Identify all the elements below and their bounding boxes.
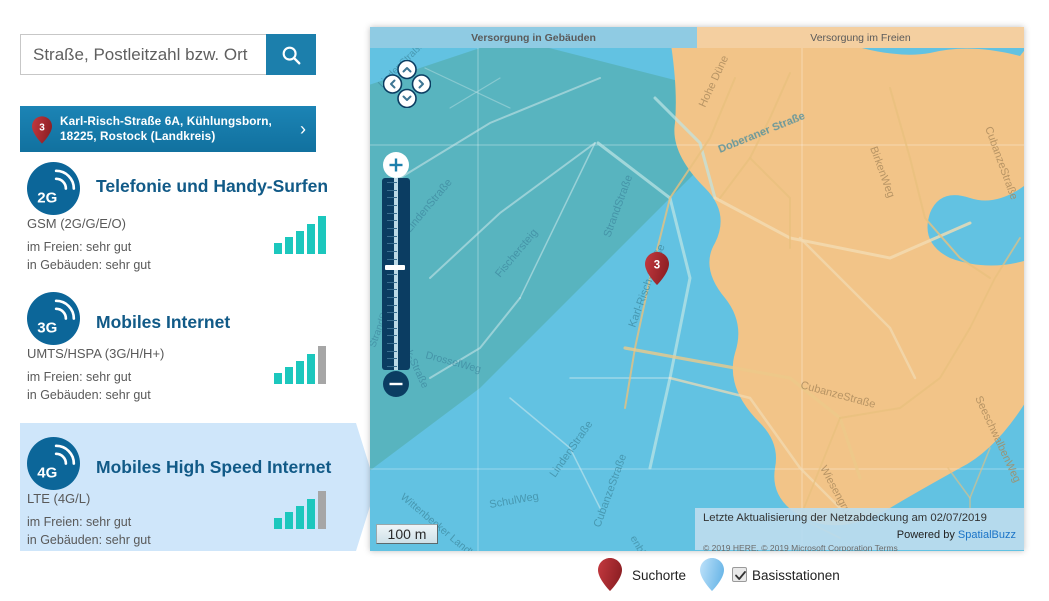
- svg-text:4G: 4G: [37, 465, 57, 482]
- svg-text:2G: 2G: [37, 190, 57, 207]
- svg-text:3G: 3G: [37, 320, 57, 337]
- svg-text:3: 3: [654, 260, 660, 272]
- svg-text:3: 3: [39, 122, 45, 133]
